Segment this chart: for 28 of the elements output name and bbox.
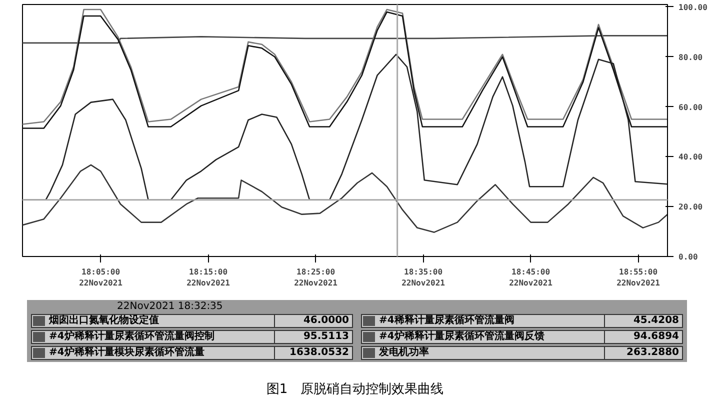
y-tick-label: 60.00 — [678, 102, 703, 112]
x-tick-label: 18:15:00 22Nov2021 — [186, 268, 230, 288]
text: #4稀释计量尿素循环管流量阀 — [378, 315, 516, 327]
x-tick-label: 18:55:00 22Nov2021 — [616, 268, 660, 288]
x-tick-label: 18:35:00 22Nov2021 — [402, 268, 446, 288]
line-series — [22, 35, 668, 44]
text: 263.2880 — [604, 347, 682, 359]
y-tick-label: 0.00 — [678, 252, 698, 262]
text: 95.5113 — [274, 331, 352, 343]
text: 22Nov2021 18:32:35 — [116, 301, 224, 313]
text: #4炉稀释计量尿素循环管流量阀反馈 — [378, 331, 546, 343]
y-tick-label: 80.00 — [678, 52, 703, 62]
text: #4炉稀释计量模块尿素循环管流量 — [48, 347, 206, 359]
y-tick-label: 40.00 — [678, 152, 703, 162]
text: 烟囱出口氮氧化物设定值 — [48, 315, 160, 327]
text: 45.4208 — [604, 315, 682, 327]
x-tick-label: 18:05:00 22Nov2021 — [79, 268, 123, 288]
line-series — [22, 164, 668, 233]
text: 1638.0532 — [274, 347, 352, 359]
text: 图1 原脱硝自动控制效果曲线 — [265, 381, 445, 399]
text: 46.0000 — [274, 315, 352, 327]
y-tick-label: 20.00 — [678, 202, 703, 212]
text: #4炉稀释计量尿素循环管流量阀控制 — [48, 331, 216, 343]
y-tick-label: 100.00 — [678, 2, 708, 12]
x-tick-label: 18:25:00 22Nov2021 — [294, 268, 338, 288]
text: 94.6894 — [604, 331, 682, 343]
text: 发电机功率 — [378, 347, 430, 359]
x-tick-label: 18:45:00 22Nov2021 — [509, 268, 553, 288]
